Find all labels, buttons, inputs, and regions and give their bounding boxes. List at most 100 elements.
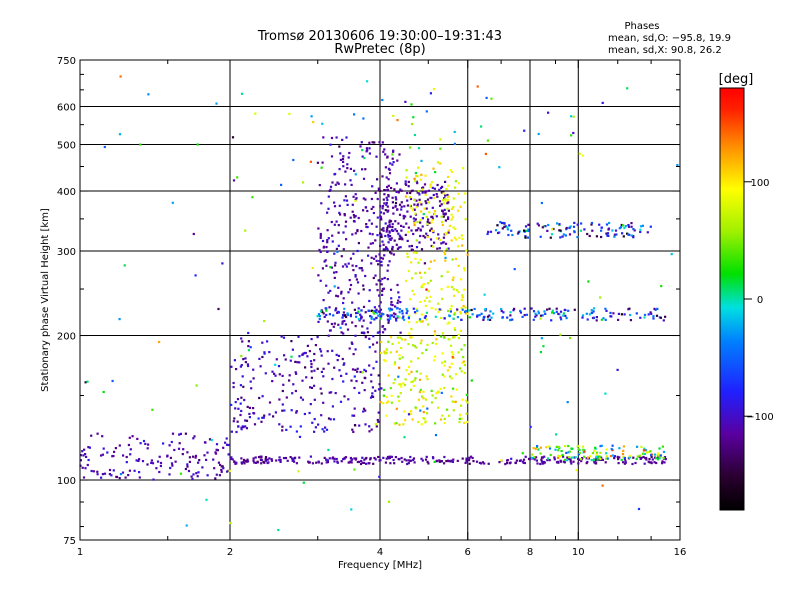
data-point — [624, 461, 627, 464]
data-point — [632, 228, 635, 231]
data-point — [457, 337, 460, 340]
data-point — [295, 411, 298, 414]
data-point — [605, 223, 609, 226]
data-point — [556, 222, 559, 225]
data-point — [342, 311, 345, 314]
data-point — [299, 396, 303, 399]
data-point — [323, 430, 326, 433]
data-point — [440, 335, 443, 338]
data-point — [253, 412, 256, 415]
data-point — [410, 327, 413, 331]
data-point — [381, 141, 384, 144]
data-point — [412, 457, 416, 460]
data-point — [358, 424, 361, 427]
data-point — [322, 299, 325, 302]
data-point — [380, 340, 383, 344]
data-point — [632, 456, 635, 459]
data-point — [475, 460, 479, 463]
data-point — [573, 231, 576, 234]
data-point — [627, 233, 630, 236]
data-point — [506, 459, 509, 462]
data-point — [351, 301, 354, 304]
data-point — [381, 257, 384, 260]
data-point — [391, 226, 394, 229]
x-tick-label: 4 — [377, 547, 383, 558]
data-point — [358, 319, 361, 322]
data-point — [341, 316, 344, 319]
data-point — [464, 461, 467, 464]
data-point — [414, 377, 417, 380]
data-point — [439, 387, 442, 390]
data-point — [268, 351, 271, 354]
data-point — [374, 239, 377, 242]
data-point — [206, 474, 209, 477]
data-point — [246, 405, 249, 408]
data-point — [606, 457, 609, 460]
data-point — [313, 359, 316, 362]
data-point — [407, 317, 410, 320]
data-point — [415, 251, 418, 254]
data-point — [281, 374, 284, 377]
data-point — [373, 309, 376, 313]
data-point — [426, 343, 429, 346]
data-point — [537, 310, 540, 313]
data-point — [390, 303, 393, 306]
data-point — [628, 233, 631, 236]
data-point — [639, 230, 642, 234]
data-point — [596, 458, 599, 461]
data-point — [622, 224, 625, 227]
data-point — [489, 318, 492, 321]
data-point — [315, 461, 318, 464]
data-point — [374, 389, 377, 392]
data-point — [362, 305, 366, 308]
data-point — [420, 203, 423, 206]
data-point — [296, 361, 299, 364]
data-point — [395, 350, 398, 353]
data-point — [397, 341, 400, 344]
data-point — [348, 461, 351, 464]
data-point — [536, 222, 539, 225]
data-point — [581, 314, 585, 317]
data-point — [434, 171, 437, 174]
data-point — [388, 309, 391, 312]
data-point — [387, 340, 390, 343]
data-point — [408, 332, 411, 335]
data-point — [374, 423, 377, 426]
data-point — [240, 457, 243, 460]
data-point — [410, 103, 413, 106]
data-point — [386, 156, 389, 159]
data-point — [622, 235, 625, 238]
data-point — [169, 456, 172, 459]
data-point — [362, 461, 366, 464]
data-point — [308, 411, 311, 415]
data-point — [313, 418, 316, 421]
data-point — [352, 214, 355, 217]
data-point — [243, 462, 246, 465]
data-point — [434, 397, 437, 400]
data-point — [506, 462, 509, 465]
data-point — [581, 316, 584, 319]
data-point — [415, 239, 418, 242]
data-point — [392, 253, 395, 256]
data-point — [302, 181, 305, 184]
data-point — [643, 316, 646, 319]
data-point — [564, 234, 567, 237]
data-point — [387, 321, 390, 324]
data-point — [572, 225, 576, 228]
data-point — [108, 473, 111, 476]
data-point — [375, 341, 379, 344]
data-point — [443, 233, 446, 236]
data-point — [351, 210, 354, 213]
data-point — [368, 152, 371, 155]
data-point — [317, 313, 321, 316]
data-point — [310, 115, 313, 118]
data-point — [408, 196, 411, 199]
data-point — [399, 392, 402, 395]
data-point — [246, 458, 249, 461]
data-point — [460, 348, 463, 351]
data-point — [278, 423, 281, 426]
data-point — [338, 168, 341, 171]
data-point — [490, 97, 493, 100]
data-point — [195, 384, 198, 387]
